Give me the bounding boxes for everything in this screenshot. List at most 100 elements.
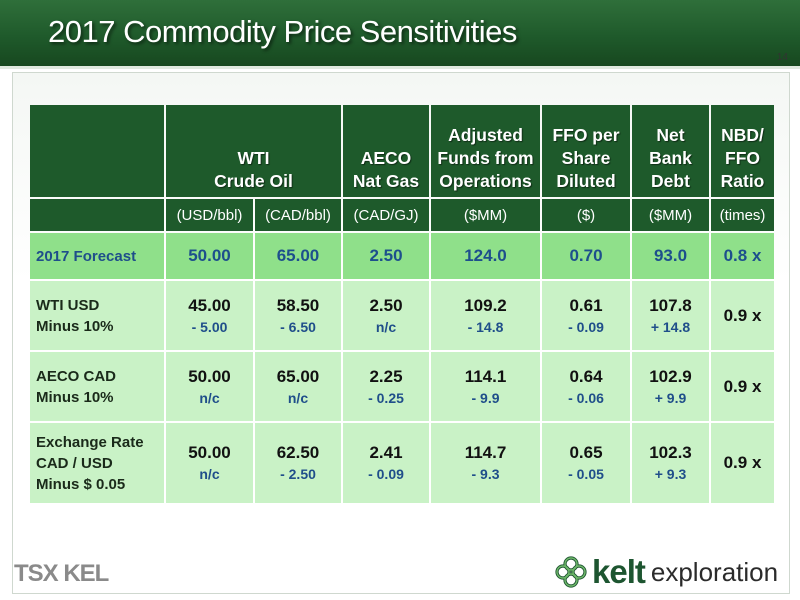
cell-value: 109.2 (464, 295, 507, 315)
cell-delta: + 14.8 (650, 318, 691, 335)
cell-value: 2.25 (369, 366, 403, 386)
header-line: Debt (651, 171, 690, 191)
value-cell: 114.1 - 9.9 (431, 352, 540, 421)
cell-delta: + 9.9 (654, 389, 687, 406)
cell-delta: n/c (199, 466, 220, 482)
header-aeco: AECO Nat Gas (343, 105, 429, 197)
cell-delta: - 14.8 (467, 318, 504, 335)
cell-value: 62.50 (276, 443, 320, 462)
page-number: 14 (776, 52, 788, 63)
value-cell: 102.9 + 9.9 (632, 352, 709, 421)
value-cell: 107.8 + 14.8 (632, 281, 709, 350)
row-label: Exchange Rate CAD / USD Minus $ 0.05 (30, 423, 164, 503)
header-line: Net (656, 125, 685, 145)
sensitivity-row-exchange: Exchange Rate CAD / USD Minus $ 0.05 50.… (30, 423, 774, 503)
kelt-logo: kelt exploration (554, 553, 778, 591)
cell-value: 50.00 (188, 443, 231, 462)
forecast-value: 124.0 (431, 233, 540, 279)
header-corner (30, 105, 164, 197)
title-bar-divider (0, 66, 800, 69)
cell-value: 107.8 (649, 295, 692, 315)
row-label-line: Minus 10% (36, 317, 114, 335)
value-cell: 2.50 n/c (343, 281, 429, 350)
header-line: FFO (725, 148, 760, 168)
row-label-line: Minus $ 0.05 (36, 475, 126, 493)
slide-title: 2017 Commodity Price Sensitivities (48, 14, 517, 49)
header-line: Diluted (556, 171, 616, 191)
cell-delta: - 9.9 (471, 389, 500, 406)
row-label-line: AECO CAD (36, 367, 117, 385)
header-line: Ratio (720, 171, 765, 191)
cell-delta: - 0.09 (568, 318, 604, 335)
cell-value: 0.65 (569, 443, 603, 462)
forecast-value: 0.70 (542, 233, 630, 279)
row-label: AECO CAD Minus 10% (30, 352, 164, 421)
cell-value: 65.00 (276, 366, 320, 386)
header-adjusted-ffo: Adjusted Funds from Operations (431, 105, 540, 197)
units-row: (USD/bbl) (CAD/bbl) (CAD/GJ) ($MM) ($) (… (30, 199, 774, 231)
value-cell: 114.7 - 9.3 (431, 423, 540, 503)
row-label-line: CAD / USD (36, 454, 113, 472)
value-cell: 58.50 - 6.50 (255, 281, 341, 350)
row-label: WTI USD Minus 10% (30, 281, 164, 350)
value-cell: 45.00 - 5.00 (166, 281, 253, 350)
header-line: Share (561, 148, 611, 168)
header-line: WTI (237, 148, 270, 168)
title-bar (0, 0, 800, 66)
cell-delta: n/c (287, 389, 309, 406)
kelt-wordmark: kelt (592, 553, 646, 590)
unit-cell: ($MM) (431, 199, 540, 231)
cell-value: 114.1 (464, 366, 507, 386)
header-ffo-per-share: FFO per Share Diluted (542, 105, 630, 197)
forecast-label: 2017 Forecast (30, 233, 164, 279)
sensitivity-table: WTI Crude Oil AECO Nat Gas Adjusted Fund… (28, 103, 776, 505)
forecast-value: 65.00 (255, 233, 341, 279)
ratio-cell: 0.9 x (711, 423, 774, 503)
cell-delta: - 0.06 (568, 389, 604, 406)
unit-cell: (CAD/GJ) (343, 199, 429, 231)
cell-value: 2.50 (369, 295, 403, 315)
value-cell: 109.2 - 14.8 (431, 281, 540, 350)
cell-value: 102.3 (649, 443, 692, 462)
header-line: Adjusted (448, 125, 523, 145)
value-cell: 2.41 - 0.09 (343, 423, 429, 503)
value-cell: 65.00 n/c (255, 352, 341, 421)
value-cell: 50.00 n/c (166, 423, 253, 503)
forecast-value: 93.0 (632, 233, 709, 279)
header-nbd-ffo-ratio: NBD/ FFO Ratio (711, 105, 774, 197)
value-cell: 2.25 - 0.25 (343, 352, 429, 421)
forecast-row: 2017 Forecast 50.00 65.00 2.50 124.0 0.7… (30, 233, 774, 279)
unit-cell: ($MM) (632, 199, 709, 231)
value-cell: 50.00 n/c (166, 352, 253, 421)
header-line: Nat Gas (352, 171, 420, 191)
cell-value: 45.00 (188, 295, 231, 315)
cell-delta: - 2.50 (280, 466, 316, 482)
unit-cell: (USD/bbl) (166, 199, 253, 231)
header-wti: WTI Crude Oil (166, 105, 341, 197)
cell-value: 0.64 (569, 366, 603, 386)
cell-delta: - 9.3 (471, 466, 500, 482)
value-cell: 0.65 - 0.05 (542, 423, 630, 503)
cell-value: 58.50 (276, 295, 320, 315)
header-row: WTI Crude Oil AECO Nat Gas Adjusted Fund… (30, 105, 774, 197)
cell-delta: - 0.25 (368, 389, 404, 406)
units-corner (30, 199, 164, 231)
cell-delta: n/c (375, 318, 397, 335)
value-cell: 0.61 - 0.09 (542, 281, 630, 350)
forecast-value: 50.00 (166, 233, 253, 279)
forecast-value: 2.50 (343, 233, 429, 279)
celtic-knot-icon (555, 556, 587, 588)
cell-delta: n/c (199, 389, 220, 406)
cell-value: 50.00 (188, 366, 231, 386)
sensitivity-row-aeco: AECO CAD Minus 10% 50.00 n/c 65.00 n/c 2.2… (30, 352, 774, 421)
cell-value: 102.9 (649, 366, 692, 386)
ratio-cell: 0.9 x (711, 281, 774, 350)
forecast-value: 0.8 x (711, 233, 774, 279)
cell-delta: - 0.05 (568, 466, 604, 482)
sensitivity-row-wti: WTI USD Minus 10% 45.00 - 5.00 58.50 - 6.5… (30, 281, 774, 350)
unit-cell: (times) (711, 199, 774, 231)
header-line: AECO (360, 148, 412, 168)
header-line: Funds from (437, 148, 534, 168)
header-line: Bank (649, 148, 692, 168)
header-line: Operations (439, 171, 532, 191)
